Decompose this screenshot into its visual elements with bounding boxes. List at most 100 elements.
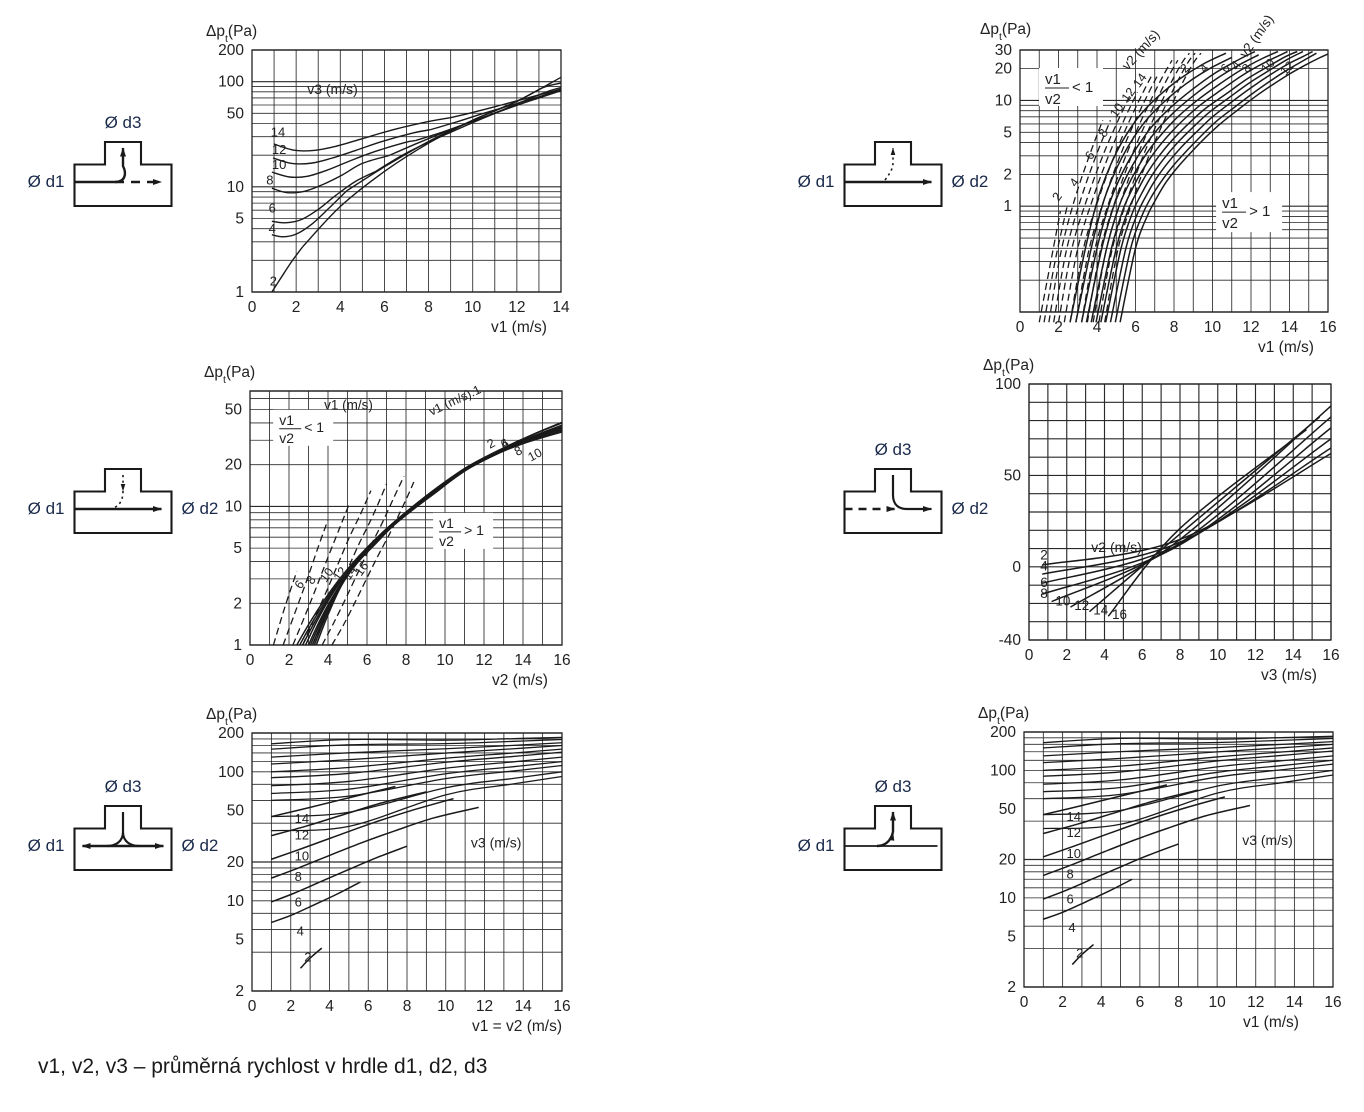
svg-text:100: 100 — [995, 376, 1021, 393]
svg-text:100: 100 — [218, 74, 244, 91]
svg-text:6: 6 — [269, 201, 276, 216]
svg-text:v2: v2 — [1222, 215, 1238, 232]
svg-text:4: 4 — [336, 299, 345, 316]
svg-text:v1 = v2 (m/s): v1 = v2 (m/s) — [472, 1018, 562, 1035]
svg-text:Ø d1: Ø d1 — [28, 499, 65, 518]
svg-text:v3 (m/s): v3 (m/s) — [1261, 667, 1317, 684]
svg-text:v1: v1 — [1222, 195, 1238, 212]
svg-text:8: 8 — [1176, 647, 1185, 664]
svg-text:Ø d2: Ø d2 — [182, 836, 219, 855]
svg-text:200: 200 — [990, 724, 1016, 741]
svg-text:0: 0 — [1025, 647, 1034, 664]
svg-text:< 1: < 1 — [1072, 79, 1093, 96]
svg-text:10: 10 — [999, 890, 1017, 907]
svg-text:4: 4 — [1100, 647, 1109, 664]
svg-text:2: 2 — [1058, 994, 1067, 1011]
svg-text:v1, v2, v3 – průměrná rychlost: v1, v2, v3 – průměrná rychlost v hrdle d… — [38, 1055, 487, 1078]
svg-text:1: 1 — [235, 284, 244, 301]
svg-text:2: 2 — [1076, 946, 1083, 961]
svg-text:v1: v1 — [1045, 71, 1061, 88]
svg-text:4: 4 — [1068, 920, 1075, 935]
svg-text:2: 2 — [285, 652, 294, 669]
svg-text:Ø d3: Ø d3 — [105, 113, 142, 132]
svg-text:2: 2 — [1054, 319, 1063, 336]
svg-text:2: 2 — [270, 274, 277, 289]
svg-text:v1 (m/s): v1 (m/s) — [1258, 339, 1314, 356]
svg-text:14: 14 — [1093, 602, 1109, 617]
svg-text:v2 (m/s): v2 (m/s) — [1091, 539, 1142, 555]
svg-text:4: 4 — [1040, 559, 1048, 574]
svg-text:10: 10 — [272, 157, 286, 172]
svg-text:12: 12 — [1074, 598, 1089, 613]
svg-text:v3 (m/s): v3 (m/s) — [307, 81, 358, 97]
svg-text:0: 0 — [248, 299, 257, 316]
svg-text:10: 10 — [464, 299, 482, 316]
svg-text:12: 12 — [1242, 319, 1259, 336]
svg-text:Ø d3: Ø d3 — [875, 440, 912, 459]
svg-text:16: 16 — [553, 652, 570, 669]
svg-text:12: 12 — [272, 142, 286, 157]
svg-text:8: 8 — [1170, 319, 1179, 336]
svg-text:2: 2 — [1062, 647, 1071, 664]
svg-text:4: 4 — [1097, 994, 1106, 1011]
svg-text:2: 2 — [1003, 166, 1012, 183]
svg-text:12: 12 — [475, 652, 492, 669]
svg-text:10: 10 — [1204, 319, 1222, 336]
svg-text:8: 8 — [402, 652, 411, 669]
svg-text:0: 0 — [1020, 994, 1029, 1011]
svg-text:4: 4 — [325, 998, 334, 1015]
svg-text:5: 5 — [233, 540, 242, 557]
svg-text:14: 14 — [514, 652, 532, 669]
svg-text:10: 10 — [295, 849, 309, 864]
svg-text:10: 10 — [225, 498, 243, 515]
svg-text:6: 6 — [380, 299, 389, 316]
svg-text:14: 14 — [1281, 319, 1299, 336]
svg-text:50: 50 — [225, 402, 243, 419]
svg-text:50: 50 — [1004, 467, 1022, 484]
svg-text:5: 5 — [235, 932, 244, 949]
svg-text:v2 (m/s): v2 (m/s) — [492, 672, 548, 689]
svg-text:20: 20 — [225, 457, 243, 474]
svg-text:0: 0 — [1012, 559, 1021, 576]
svg-text:10: 10 — [995, 93, 1013, 110]
svg-text:5: 5 — [1003, 124, 1012, 141]
svg-text:6: 6 — [364, 998, 373, 1015]
svg-text:4: 4 — [1093, 319, 1102, 336]
svg-text:8: 8 — [1174, 994, 1183, 1011]
svg-text:5: 5 — [1007, 928, 1016, 945]
svg-text:6: 6 — [295, 895, 302, 910]
svg-text:16: 16 — [1322, 647, 1339, 664]
svg-text:14: 14 — [515, 998, 533, 1015]
svg-text:6: 6 — [1067, 892, 1074, 907]
svg-text:30: 30 — [995, 42, 1013, 59]
svg-text:8: 8 — [403, 998, 412, 1015]
svg-text:Ø d1: Ø d1 — [28, 836, 65, 855]
svg-text:1: 1 — [233, 637, 242, 654]
svg-text:6: 6 — [1131, 319, 1140, 336]
svg-text:v1: v1 — [279, 412, 294, 428]
svg-text:12: 12 — [476, 998, 493, 1015]
svg-text:6: 6 — [1136, 994, 1145, 1011]
svg-text:14: 14 — [295, 811, 309, 826]
svg-text:Ø d2: Ø d2 — [952, 499, 989, 518]
svg-text:12: 12 — [1247, 994, 1264, 1011]
svg-text:10: 10 — [227, 179, 245, 196]
svg-text:8: 8 — [295, 869, 302, 884]
svg-text:12: 12 — [295, 827, 309, 842]
svg-text:v1 (m/s): v1 (m/s) — [491, 319, 547, 336]
svg-text:100: 100 — [218, 764, 244, 781]
svg-text:6: 6 — [1138, 647, 1147, 664]
svg-text:14: 14 — [552, 299, 570, 316]
svg-text:2: 2 — [233, 595, 242, 612]
svg-text:5: 5 — [235, 211, 244, 228]
svg-text:Ø d1: Ø d1 — [798, 836, 835, 855]
svg-text:2: 2 — [304, 949, 311, 964]
svg-text:14: 14 — [1285, 647, 1303, 664]
svg-text:4: 4 — [269, 221, 276, 236]
svg-text:100: 100 — [990, 762, 1016, 779]
svg-text:2: 2 — [235, 983, 244, 1000]
svg-text:v1 (m/s): v1 (m/s) — [324, 398, 373, 413]
svg-text:20: 20 — [999, 852, 1017, 869]
svg-text:50: 50 — [227, 803, 245, 820]
svg-text:2: 2 — [286, 998, 295, 1015]
